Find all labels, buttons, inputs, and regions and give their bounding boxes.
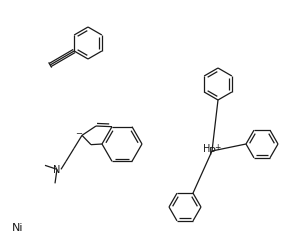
Text: P: P <box>209 146 215 156</box>
Text: Ni: Ni <box>12 222 24 232</box>
Text: H: H <box>203 144 211 154</box>
Text: +: + <box>214 143 220 152</box>
Text: N: N <box>53 165 61 175</box>
Text: −: − <box>76 128 83 137</box>
